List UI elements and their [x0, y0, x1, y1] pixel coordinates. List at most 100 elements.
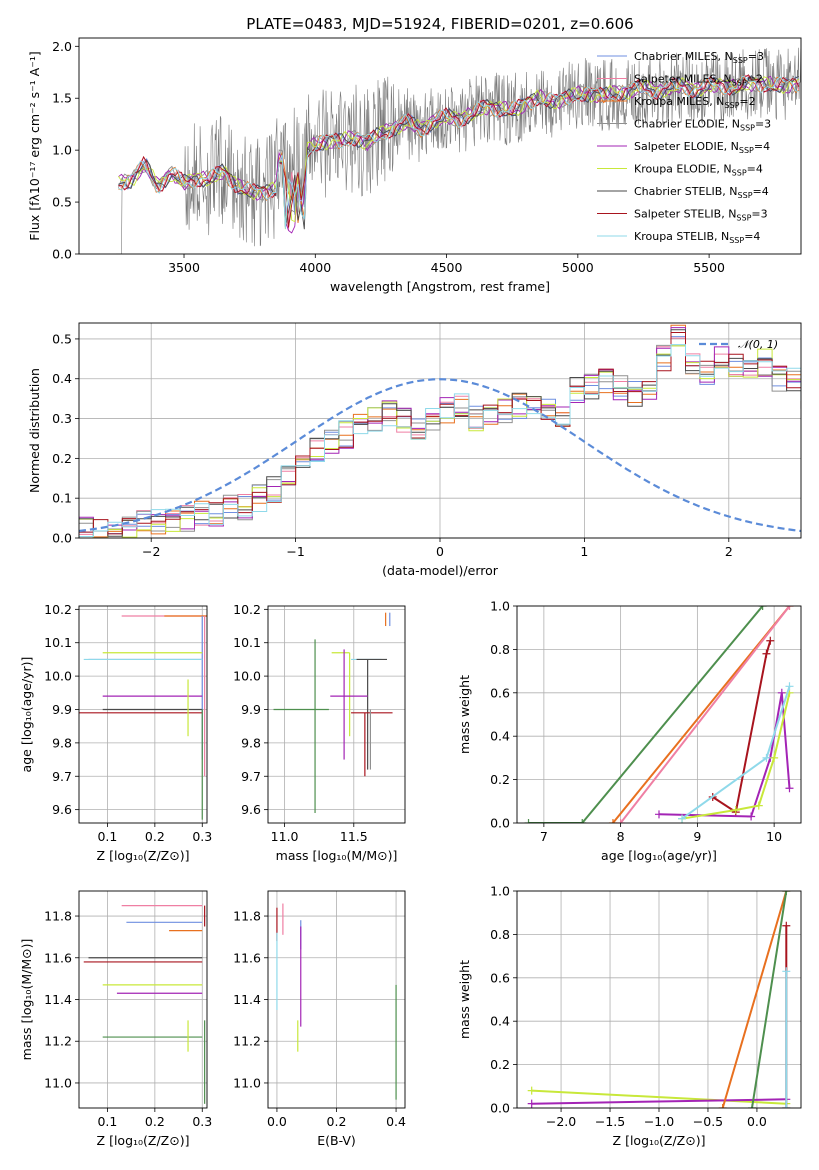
mass_weight_vs_Z-panel: −2.0 −1.5 −1.0 −0.5 0.0 0.0 0.2 0.4 0.6 0.8 1.0 Z [… [457, 884, 802, 1148]
weight-line-mixed_green [528, 606, 764, 823]
age_vs_mass-xlabel: mass [log₁₀(M/M⊙)] [276, 848, 398, 863]
legend-label: Chabrier STELIB, NSSP=4 [634, 185, 769, 200]
weight-marker [785, 784, 794, 793]
weight-marker [524, 819, 533, 823]
mass_weight_vs_age-xtick-label: 8 [617, 829, 625, 844]
age_vs_Z-ytick-label: 9.6 [52, 802, 72, 817]
mass_weight_vs_age-xtick-label: 7 [540, 829, 548, 844]
model-line-chabrier-elodie [117, 75, 800, 227]
age_vs_mass-ytick-label: 9.6 [241, 802, 261, 817]
spectrum-plot-area [115, 47, 801, 254]
mass_vs_ebv-panel: 0.0 0.2 0.4 11.0 11.2 11.4 11.6 11.8 E(B-V) [233, 890, 406, 1148]
mass_vs_Z-ytick-label: 11.2 [44, 1034, 72, 1049]
mass_vs_ebv-xlabel: E(B-V) [317, 1133, 356, 1148]
legend-subscript: SSP [740, 124, 755, 133]
legend-subscript: SSP [732, 79, 747, 88]
mass_weight_vs_age-ylabel: mass weight [457, 675, 472, 754]
age_vs_mass-plot-area [273, 612, 393, 813]
age_vs_mass-ytick-label: 9.8 [241, 735, 261, 750]
legend-nssp: =4 [747, 163, 763, 176]
spectrum-xtick-label: 5500 [693, 260, 725, 275]
residuals-ytick-label: 0.3 [52, 411, 72, 426]
age_vs_mass-frame [267, 605, 406, 824]
mass_weight_vs_Z-xtick-label: −1.5 [595, 1114, 625, 1129]
weight-marker [578, 819, 587, 823]
age_vs_mass-panel: 11.0 11.5 9.6 9.7 9.8 9.9 10.0 10.1 10.2 mass [lo… [233, 602, 406, 863]
mass_vs_Z-ytick-label: 11.6 [44, 950, 72, 965]
residuals-xtick-label: 2 [725, 544, 733, 559]
mass_weight_vs_age-ytick-label: 0.0 [490, 816, 510, 831]
mass_weight_vs_Z-ytick-label: 0.0 [490, 1101, 510, 1116]
spectrum-ytick-label: 2.0 [52, 39, 72, 54]
residuals-xtick-label: 0 [436, 544, 444, 559]
mass_vs_Z-ylabel: mass [log₁₀(M/M⊙)] [19, 939, 34, 1061]
spectrum-legend: Chabrier MILES, NSSP=3 Salpeter MILES, NS… [597, 50, 771, 245]
weight-marker [731, 805, 740, 814]
mass_vs_Z-ytick-label: 11.8 [44, 909, 72, 924]
mass_vs_Z-frame [78, 890, 208, 1109]
mass_weight_vs_age-xtick-label: 10 [766, 829, 782, 844]
mass_vs_Z-plot-area [83, 905, 206, 1104]
weight-line-salpeter-miles [619, 606, 791, 823]
weight-marker [655, 810, 663, 819]
residuals-xlabel: (data-model)/error [382, 563, 499, 578]
residuals-ytick-label: 0.5 [52, 331, 72, 346]
weight-line-kroupa-elodie [681, 692, 791, 820]
weight-marker [766, 636, 775, 645]
age_vs_mass-ytick-label: 9.9 [241, 702, 261, 717]
weight-line-kroupa-miles [612, 606, 791, 823]
weight-line-kroupa-stelib [681, 685, 791, 820]
spectrum-ytick-label: 0.0 [52, 247, 72, 262]
mass_vs_ebv-ytick-label: 11.8 [233, 909, 261, 924]
weight-marker [754, 801, 763, 810]
age_vs_Z-xtick-label: 0.2 [145, 829, 165, 844]
legend-label: Kroupa STELIB, NSSP=4 [634, 230, 760, 245]
spectrum-xtick-label: 5000 [562, 260, 594, 275]
age_vs_mass-ytick-label: 10.2 [233, 602, 261, 617]
mass_vs_ebv-plot-area [276, 903, 397, 1100]
weight-marker [678, 814, 687, 823]
age_vs_Z-ytick-label: 10.2 [44, 602, 72, 617]
weight-marker [777, 688, 786, 697]
mass_vs_ebv-xtick-label: 0.4 [386, 1114, 406, 1129]
mass_vs_ebv-xtick-label: 0.0 [267, 1114, 287, 1129]
legend-subscript: SSP [724, 101, 739, 110]
residuals-ylabel: Normed distribution [27, 368, 42, 493]
mass_weight_vs_Z-ytick-label: 0.6 [490, 970, 510, 985]
mass_vs_Z-xlabel: Z [log₁₀(Z/Z⊙)] [97, 1133, 190, 1148]
weight-marker [527, 1086, 536, 1095]
weight-marker [782, 921, 791, 930]
age_vs_Z-xtick-label: 0.3 [192, 829, 212, 844]
mass_weight_vs_Z-xtick-label: 0.0 [747, 1114, 767, 1129]
mass_weight_vs_Z-ytick-label: 0.4 [490, 1014, 510, 1029]
mass_weight_vs_age-ytick-label: 0.8 [490, 642, 510, 657]
weight-marker [616, 819, 625, 823]
spectrum-xtick-label: 3500 [168, 260, 200, 275]
residuals-ytick-label: 0.0 [52, 531, 72, 546]
histogram-kroupa-stelib [79, 344, 801, 537]
weight-marker [770, 753, 779, 762]
residuals-ytick-label: 0.1 [52, 491, 72, 506]
mass_weight_vs_age-ytick-label: 1.0 [490, 599, 510, 614]
age_vs_Z-xtick-label: 0.1 [97, 829, 117, 844]
weight-marker [762, 753, 771, 762]
residuals-ytick-label: 0.2 [52, 451, 72, 466]
mass_weight_vs_age-panel: 7 8 9 10 0.0 0.2 0.4 0.6 0.8 1.0 age [log₁₀(age/yr… [457, 599, 802, 863]
weight-marker [747, 812, 756, 821]
mass_weight_vs_Z-plot-area [527, 891, 791, 1108]
legend-subscript: SSP [739, 146, 754, 155]
mass_weight_vs_age-xlabel: age [log₁₀(age/yr)] [601, 848, 717, 863]
histogram-salpeter-miles [79, 337, 801, 538]
mass_weight_vs_Z-ytick-label: 0.2 [490, 1057, 510, 1072]
weight-marker [782, 1104, 791, 1108]
figure-title: PLATE=0483, MJD=51924, FIBERID=0201, z=0… [246, 15, 633, 33]
legend-nssp: =3 [748, 50, 764, 63]
legend-subscript: SSP [732, 169, 747, 178]
histogram-salpeter-stelib [79, 332, 801, 535]
legend-nssp: =4 [754, 140, 770, 153]
legend-subscript: SSP [738, 191, 753, 200]
mass_weight_vs_age-ytick-label: 0.6 [490, 685, 510, 700]
mass_weight_vs_Z-xtick-label: −2.0 [546, 1114, 576, 1129]
legend-subscript: SSP [729, 236, 744, 245]
